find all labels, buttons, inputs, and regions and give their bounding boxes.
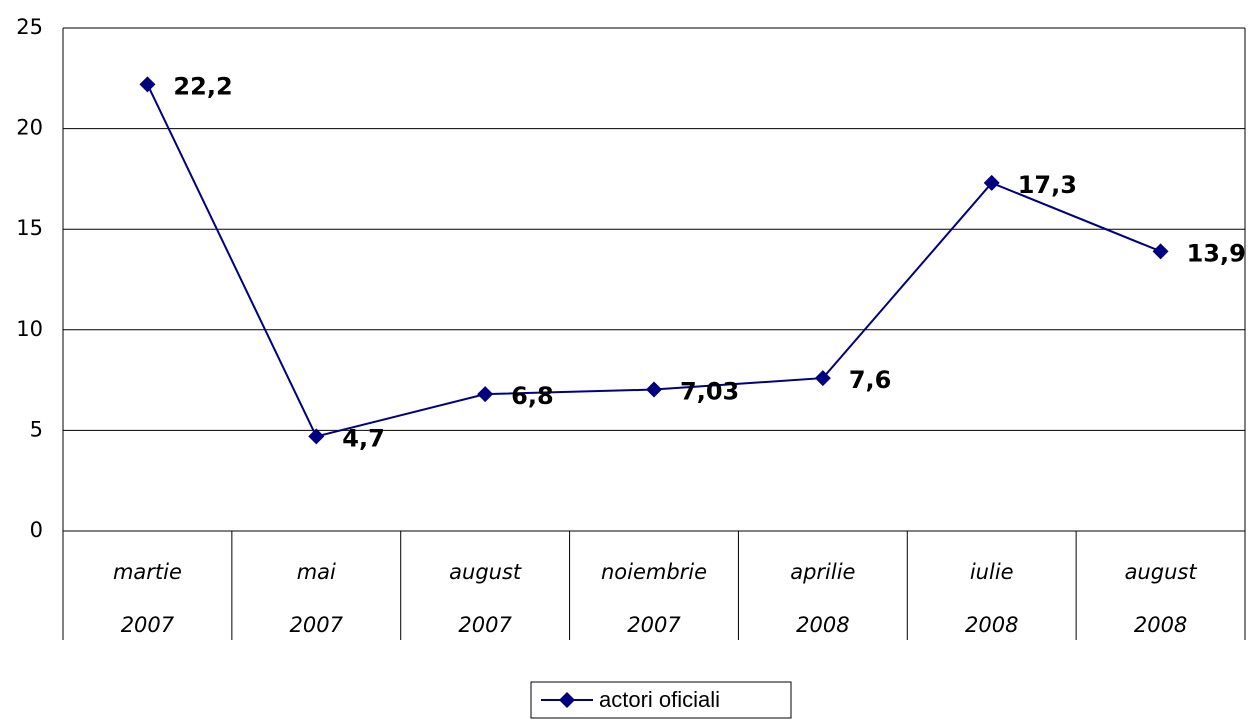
data-point xyxy=(983,174,1000,191)
data-label: 7,6 xyxy=(849,366,892,394)
data-point xyxy=(477,386,494,403)
data-label: 7,03 xyxy=(680,378,739,406)
x-tick-label: mai 2007 xyxy=(290,560,344,637)
y-tick-label: 0 xyxy=(30,518,43,542)
x-tick-label: august 2007 xyxy=(449,560,522,637)
x-tick-label: august 2008 xyxy=(1125,560,1198,637)
y-tick-label: 10 xyxy=(16,317,43,341)
x-tick-label: iulie 2008 xyxy=(965,560,1018,637)
x-tick-label: aprilie 2008 xyxy=(790,560,855,637)
y-tick-label: 5 xyxy=(30,417,43,441)
data-point xyxy=(646,381,662,398)
legend-label: actori oficiali xyxy=(599,687,720,712)
x-tick-label: noiembrie 2007 xyxy=(601,560,707,637)
x-tick-label: martie 2007 xyxy=(113,560,182,637)
data-point xyxy=(308,428,325,445)
data-point xyxy=(139,76,156,93)
data-label: 22,2 xyxy=(173,72,232,100)
y-tick-label: 25 xyxy=(16,15,43,39)
y-tick-label: 15 xyxy=(16,216,43,240)
data-label: 13,9 xyxy=(1187,239,1246,267)
data-label: 4,7 xyxy=(342,424,385,452)
data-point xyxy=(1152,243,1169,260)
data-label: 17,3 xyxy=(1018,171,1077,199)
data-point xyxy=(814,370,831,387)
y-tick-label: 20 xyxy=(16,116,43,140)
data-label: 6,8 xyxy=(511,382,554,410)
legend-marker xyxy=(559,692,575,708)
